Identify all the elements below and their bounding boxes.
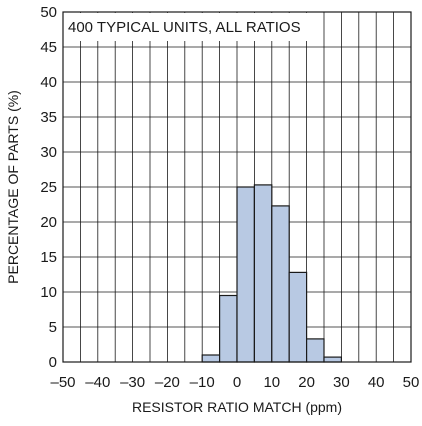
annotation-text: 400 TYPICAL UNITS, ALL RATIOS bbox=[68, 19, 301, 36]
histogram-bar bbox=[253, 184, 273, 363]
histogram-bar bbox=[323, 356, 342, 363]
bars bbox=[201, 184, 342, 363]
x-tick-label: 10 bbox=[263, 374, 280, 391]
y-axis-label: PERCENTAGE OF PARTS (%) bbox=[5, 90, 21, 284]
y-tick-label: 5 bbox=[49, 319, 57, 336]
y-tick-labels: 0 5 10 15 20 25 30 35 40 45 50 bbox=[40, 4, 57, 371]
x-axis-label: RESISTOR RATIO MATCH (ppm) bbox=[132, 399, 342, 415]
y-tick-label: 25 bbox=[40, 179, 57, 196]
histogram-bar bbox=[306, 338, 325, 363]
x-tick-label: –40 bbox=[85, 374, 110, 391]
x-tick-label: 50 bbox=[403, 374, 420, 391]
x-tick-label: 0 bbox=[233, 374, 241, 391]
plot-frame bbox=[62, 11, 412, 363]
y-tick-label: 0 bbox=[49, 354, 57, 371]
y-tick-label: 45 bbox=[40, 39, 57, 56]
histogram-bar bbox=[236, 186, 255, 363]
x-tick-label: –20 bbox=[155, 374, 180, 391]
histogram-bar bbox=[288, 271, 308, 363]
y-tick-label: 40 bbox=[40, 74, 57, 91]
y-tick-label: 50 bbox=[40, 4, 57, 21]
annotation-box bbox=[64, 13, 323, 41]
x-tick-label: –30 bbox=[120, 374, 145, 391]
x-tick-label: –10 bbox=[190, 374, 215, 391]
y-tick-label: 30 bbox=[40, 144, 57, 161]
y-tick-label: 35 bbox=[40, 109, 57, 126]
y-tick-label: 10 bbox=[40, 284, 57, 301]
x-tick-labels: –50 –40 –30 –20 –10 0 10 20 30 40 50 bbox=[50, 374, 419, 391]
histogram-bar bbox=[201, 354, 221, 363]
histogram-bar bbox=[219, 294, 238, 363]
x-tick-label: 40 bbox=[368, 374, 385, 391]
x-tick-label: –50 bbox=[50, 374, 75, 391]
y-tick-label: 20 bbox=[40, 214, 57, 231]
histogram-bar bbox=[271, 205, 290, 363]
x-tick-label: 30 bbox=[333, 374, 350, 391]
x-tick-label: 20 bbox=[298, 374, 315, 391]
y-tick-label: 15 bbox=[40, 249, 57, 266]
